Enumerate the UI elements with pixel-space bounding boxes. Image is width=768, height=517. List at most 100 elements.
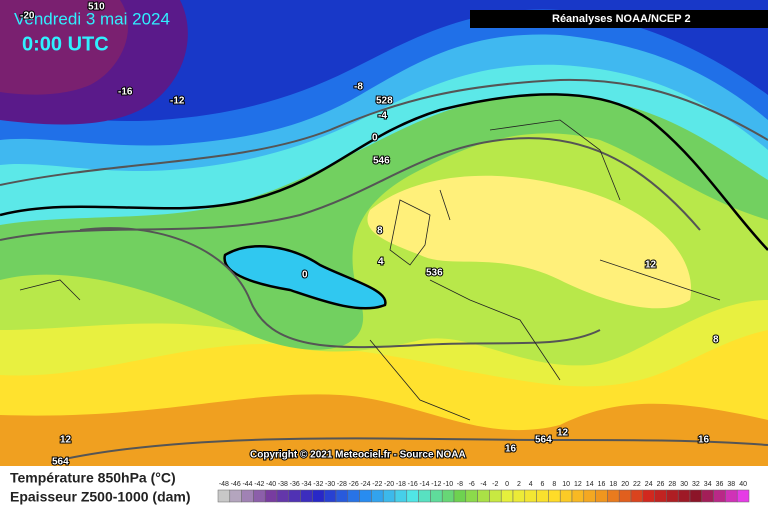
- source-box: [470, 10, 768, 28]
- scale-cell: [500, 489, 514, 503]
- scale-cell: [276, 489, 290, 503]
- scale-cell: [300, 489, 313, 503]
- scale-label: 28: [668, 481, 676, 488]
- scale-label: -16: [408, 481, 418, 488]
- scale-label: -24: [360, 481, 370, 488]
- scale-cell: [288, 489, 301, 503]
- contour-label: 16: [505, 444, 517, 455]
- scale-cell: [253, 489, 266, 503]
- source: Réanalyses NOAA/NCEP 2: [552, 13, 691, 25]
- scale-cell: [571, 489, 585, 503]
- scale-label: 8: [552, 481, 556, 488]
- scale-cell: [689, 489, 703, 503]
- contour-label: 4: [378, 257, 384, 268]
- scale-cell: [406, 489, 419, 503]
- contour-label: 12: [557, 428, 569, 439]
- scale-label: -22: [372, 481, 382, 488]
- contour-label: 8: [713, 335, 719, 346]
- scale-cell: [453, 489, 467, 503]
- scale-label: -26: [349, 481, 359, 488]
- cold-core: [0, 0, 129, 95]
- contour-label: -12: [170, 96, 185, 107]
- scale-label: 14: [586, 481, 594, 488]
- scale-label: -46: [231, 481, 241, 488]
- scale-cell: [418, 489, 431, 503]
- contour-label: 0: [372, 133, 378, 144]
- scale-cell: [347, 489, 360, 503]
- scale-cell: [217, 489, 231, 503]
- scale-label: 4: [529, 481, 533, 488]
- scale-label: -48: [219, 481, 229, 488]
- scale-label: -4: [480, 481, 486, 488]
- scale-label: 12: [574, 481, 582, 488]
- cold-pool: [223, 245, 387, 310]
- contour-label: 564: [535, 435, 552, 446]
- legend-title: Epaisseur Z500-1000 (dam): [10, 489, 191, 505]
- scale-label: 30: [680, 481, 688, 488]
- scale-cell: [335, 489, 349, 503]
- scale-cell: [489, 489, 502, 503]
- scale-label: 0: [505, 481, 509, 488]
- scale-label: -44: [242, 481, 252, 488]
- scale-label: 40: [739, 481, 747, 488]
- scale-label: 2: [517, 481, 521, 488]
- scale-label: -30: [325, 481, 335, 488]
- scale-label: 20: [621, 481, 629, 488]
- scale-cell: [725, 489, 738, 503]
- contour-label: 12: [645, 260, 657, 271]
- scale-label: -2: [492, 481, 498, 488]
- scale-cell: [524, 489, 537, 503]
- scale-label: -32: [313, 481, 323, 488]
- scale-label: 36: [716, 481, 724, 488]
- band: [0, 0, 768, 122]
- warm-area: [367, 175, 692, 309]
- contour-label: -16: [118, 87, 133, 98]
- scale-cell: [441, 489, 455, 503]
- scale-cell: [394, 489, 408, 503]
- scale-cell: [229, 489, 242, 503]
- contour-label: 546: [373, 156, 390, 167]
- scale-label: -42: [254, 481, 264, 488]
- contour-label: 16: [698, 435, 710, 446]
- scale-label: -34: [301, 481, 311, 488]
- contour-label: 12: [60, 435, 72, 446]
- scale-cell: [607, 489, 620, 503]
- contour-label: -8: [354, 82, 363, 93]
- scale-label: 26: [657, 481, 665, 488]
- scale-label: -10: [443, 481, 453, 488]
- scale-cell: [666, 489, 679, 503]
- scale-label: -6: [469, 481, 475, 488]
- scale-label: 22: [633, 481, 641, 488]
- scale-cell: [548, 489, 561, 503]
- scale-cell: [512, 489, 526, 503]
- date: Vendredi 3 mai 2024: [14, 9, 170, 28]
- contour-label: 528: [376, 96, 393, 107]
- scale-cell: [382, 489, 396, 503]
- zero-isotherm: [0, 93, 768, 251]
- scale-label: 16: [598, 481, 606, 488]
- contour-label: 0: [302, 270, 308, 281]
- time: 0:00 UTC: [22, 33, 109, 55]
- scale-cell: [430, 489, 443, 503]
- scale-cell: [654, 489, 667, 503]
- scale-cell: [359, 489, 372, 503]
- scale-label: 18: [609, 481, 617, 488]
- scale-cell: [241, 489, 254, 503]
- scale-label: -18: [396, 481, 406, 488]
- scale-cell: [477, 489, 490, 503]
- contour-label: 8: [377, 226, 383, 237]
- contour-label: 510: [88, 2, 105, 13]
- scale-label: -36: [290, 481, 300, 488]
- copyright: Copyright © 2021 Meteociel.fr - Source N…: [250, 450, 466, 461]
- scale-cell: [642, 489, 655, 503]
- scale-cell: [595, 489, 608, 503]
- scale-label: 32: [692, 481, 700, 488]
- scale-label: 6: [541, 481, 545, 488]
- scale-label: -8: [457, 481, 463, 488]
- legend-area: [0, 466, 768, 512]
- scale-cell: [630, 489, 644, 503]
- scale-label: -40: [266, 481, 276, 488]
- contour-label: -4: [378, 111, 387, 122]
- coastline: [19, 119, 721, 421]
